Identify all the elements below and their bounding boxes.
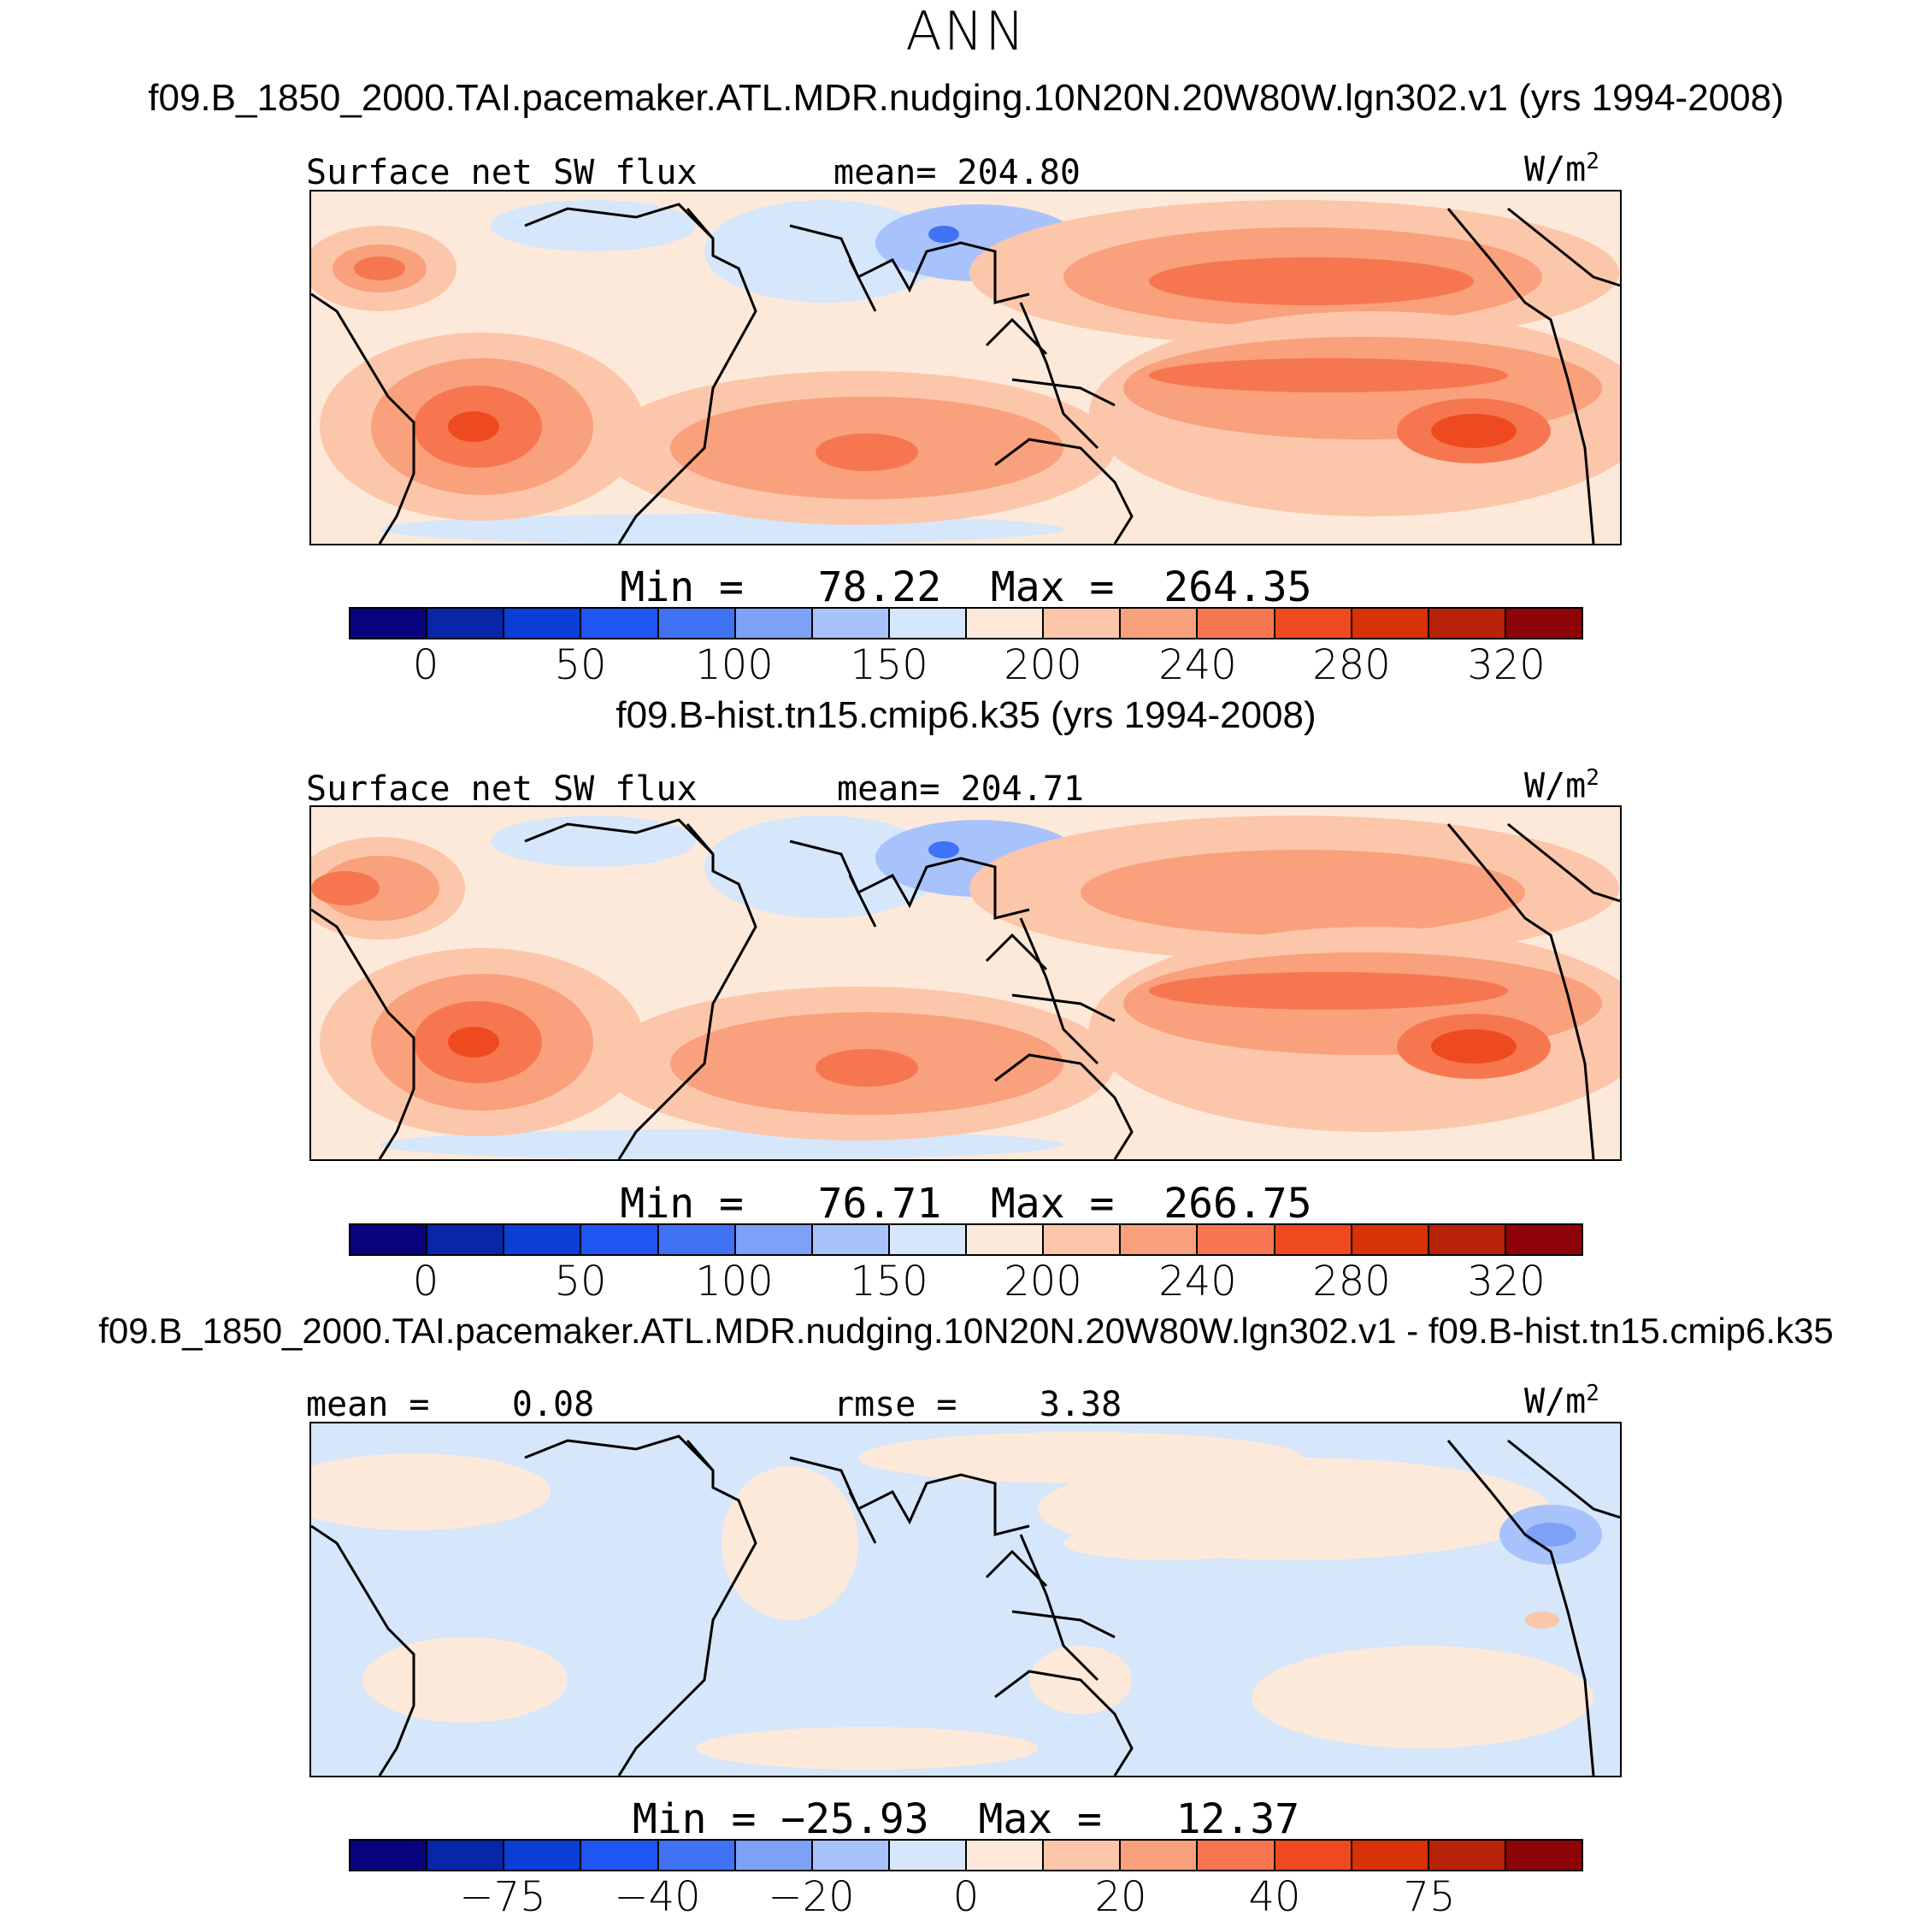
colorbar-tick-label: 50 — [554, 1258, 607, 1305]
colorbar-tick-label: 0 — [412, 641, 439, 689]
colorbar-cell — [812, 1841, 890, 1870]
colorbar-cell — [1044, 1225, 1122, 1254]
colorbar-tick-label: 100 — [695, 1258, 774, 1305]
colorbar-tick-label: 240 — [1158, 1258, 1237, 1305]
colorbar-cell — [1428, 609, 1506, 638]
panel1-units: W/m2 — [1524, 149, 1599, 190]
panel3-rmse-label: rmse = 3.38 — [833, 1385, 1122, 1424]
colorbar-cell — [812, 1225, 890, 1254]
colorbar-cell — [427, 609, 505, 638]
colorbar-cell — [1275, 1841, 1352, 1870]
colorbar-tick-label: 40 — [1248, 1873, 1301, 1921]
panel1-map — [309, 190, 1622, 545]
panel3-min-max: Min = −25.93 Max = 12.37 — [632, 1795, 1300, 1843]
colorbar-cell — [1505, 1225, 1582, 1254]
panel2-min-max: Min = 76.71 Max = 266.75 — [620, 1180, 1312, 1228]
panel1-mean-label: mean= 204.80 — [833, 153, 1081, 192]
panel2-variable-label: Surface net SW flux — [306, 769, 698, 809]
panel3-map — [309, 1422, 1622, 1777]
panel1-case-title: f09.B_1850_2000.TAI.pacemaker.ATL.MDR.nu… — [148, 77, 1784, 119]
colorbar-cell — [967, 1225, 1045, 1254]
panel3-units: W/m2 — [1524, 1381, 1599, 1422]
colorbar-cell — [1352, 609, 1429, 638]
colorbar-cell — [658, 609, 736, 638]
colorbar-cell — [889, 1225, 967, 1254]
colorbar-cell — [1044, 609, 1122, 638]
colorbar-cell — [1198, 609, 1275, 638]
colorbar-cell — [1352, 1841, 1429, 1870]
colorbar-cell — [967, 1841, 1045, 1870]
panel1-colorbar-ticks: 0 50 100 150 200 240 280 320 — [349, 645, 1583, 687]
colorbar-tick-label: 0 — [952, 1873, 980, 1921]
colorbar-tick-label: 75 — [1403, 1873, 1456, 1921]
colorbar-cell — [1121, 609, 1199, 638]
panel2-mean-label: mean= 204.71 — [837, 769, 1084, 809]
panel2-case-title: f09.B-hist.tn15.cmip6.k35 (yrs 1994-2008… — [616, 694, 1316, 736]
colorbar-tick-label: 20 — [1094, 1873, 1147, 1921]
colorbar-cell — [1428, 1225, 1506, 1254]
colorbar-cell — [967, 609, 1045, 638]
colorbar-cell — [350, 609, 428, 638]
panel3-colorbar — [349, 1839, 1583, 1871]
colorbar-tick-label: 280 — [1312, 1258, 1391, 1305]
colorbar-cell — [1198, 1841, 1275, 1870]
colorbar-cell — [1121, 1841, 1199, 1870]
colorbar-cell — [1505, 1841, 1582, 1870]
colorbar-tick-label: 50 — [554, 641, 607, 689]
colorbar-tick-label: 100 — [695, 641, 774, 689]
colorbar-cell — [427, 1225, 505, 1254]
panel2-units: W/m2 — [1524, 765, 1599, 806]
colorbar-cell — [658, 1841, 736, 1870]
panel2-map — [309, 805, 1622, 1161]
panel1-variable-label: Surface net SW flux — [306, 153, 698, 192]
colorbar-cell — [350, 1841, 428, 1870]
colorbar-cell — [1044, 1841, 1122, 1870]
colorbar-cell — [889, 1841, 967, 1870]
panel3-case-title: f09.B_1850_2000.TAI.pacemaker.ATL.MDR.nu… — [98, 1311, 1834, 1351]
colorbar-tick-label: −20 — [768, 1873, 855, 1921]
colorbar-tick-label: 150 — [850, 641, 928, 689]
panel3-colorbar-ticks: −75 −40 −20 0 20 40 75 — [349, 1877, 1583, 1919]
colorbar-cell — [812, 609, 890, 638]
colorbar-cell — [581, 1841, 659, 1870]
colorbar-tick-label: −40 — [614, 1873, 701, 1921]
colorbar-cell — [658, 1225, 736, 1254]
colorbar-cell — [735, 1841, 813, 1870]
colorbar-cell — [581, 609, 659, 638]
colorbar-cell — [1275, 1225, 1352, 1254]
colorbar-tick-label: 320 — [1467, 1258, 1546, 1305]
colorbar-cell — [735, 609, 813, 638]
colorbar-cell — [1505, 609, 1582, 638]
panel1-colorbar — [349, 607, 1583, 639]
colorbar-cell — [889, 609, 967, 638]
colorbar-tick-label: −75 — [459, 1873, 546, 1921]
colorbar-tick-label: 150 — [850, 1258, 928, 1305]
colorbar-cell — [1352, 1225, 1429, 1254]
colorbar-tick-label: 0 — [412, 1258, 439, 1305]
colorbar-cell — [735, 1225, 813, 1254]
colorbar-cell — [1121, 1225, 1199, 1254]
colorbar-tick-label: 280 — [1312, 641, 1391, 689]
colorbar-cell — [1198, 1225, 1275, 1254]
colorbar-cell — [350, 1225, 428, 1254]
panel2-colorbar-ticks: 0 50 100 150 200 240 280 320 — [349, 1261, 1583, 1304]
colorbar-cell — [504, 1841, 582, 1870]
colorbar-tick-label: 200 — [1004, 641, 1082, 689]
panel3-mean-label: mean = 0.08 — [306, 1385, 595, 1424]
colorbar-cell — [504, 609, 582, 638]
colorbar-cell — [1275, 609, 1352, 638]
colorbar-cell — [504, 1225, 582, 1254]
colorbar-tick-label: 240 — [1158, 641, 1237, 689]
panel2-colorbar — [349, 1223, 1583, 1256]
colorbar-tick-label: 200 — [1004, 1258, 1082, 1305]
colorbar-cell — [581, 1225, 659, 1254]
colorbar-cell — [427, 1841, 505, 1870]
colorbar-tick-label: 320 — [1467, 641, 1546, 689]
panel1-min-max: Min = 78.22 Max = 264.35 — [620, 563, 1312, 611]
figure-title: ANN — [905, 0, 1027, 62]
colorbar-cell — [1428, 1841, 1506, 1870]
